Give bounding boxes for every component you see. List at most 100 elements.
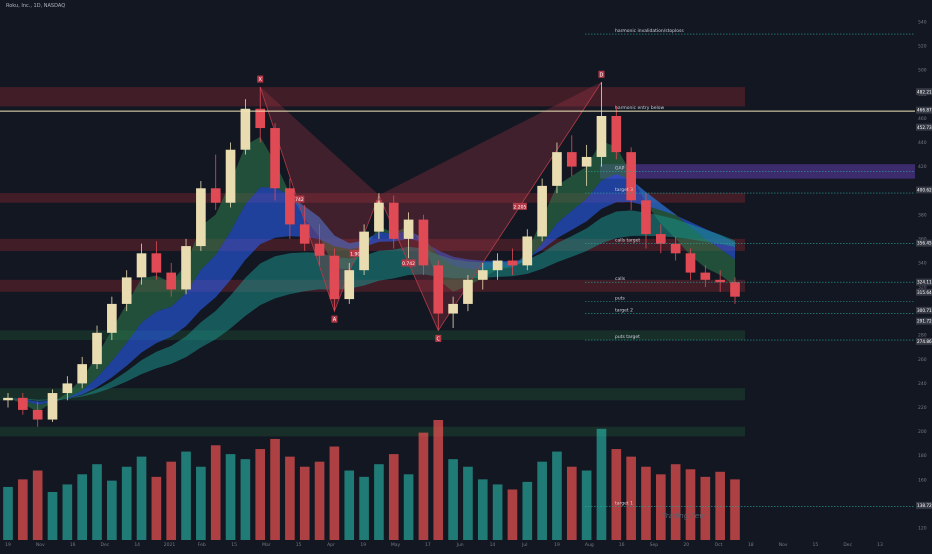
price-badge [916,239,932,247]
candle-body [107,303,117,333]
volume-bar [166,461,177,540]
volume-bar [47,492,58,540]
ma-ribbon [8,174,735,405]
time-tick-label: 15 [813,542,819,548]
candle-body [136,253,147,278]
volume-bar [388,454,399,540]
candle-body [314,243,325,256]
harmonic-ratio-badge [512,202,527,210]
time-tick-label: 19 [554,542,560,548]
candle-body [537,185,547,237]
candle-body [299,224,310,244]
price-badge-label: 324.11 [917,280,932,285]
volume-bar [196,466,206,540]
price-zone [0,426,745,437]
candle-body [626,152,636,201]
price-badge-label: 356.45 [917,241,932,246]
volume-bar [700,476,711,540]
candle-body [388,202,399,239]
price-tick-label: 340 [918,260,927,266]
price-zone [0,87,745,107]
volume-bar [299,466,310,540]
candle-body [700,272,711,280]
candle-body [448,303,458,314]
candle-body [3,397,13,401]
volume-bar [418,432,429,540]
candle-body [18,397,28,410]
volume-bar [730,479,740,540]
price-tick-label: 260 [918,357,927,363]
candle-body [151,253,162,273]
price-zone [0,193,745,203]
volume-bar [477,479,488,540]
harmonic-point-label: C [437,336,441,342]
volume-bar [433,420,444,540]
level-label: puts [615,296,625,302]
level-label: calls [615,276,626,282]
candle-body [285,188,295,225]
price-tick-label: 440 [918,140,927,146]
price-badge [916,123,932,131]
price-tick-label: 420 [918,164,927,170]
time-tick-label: 19 [360,542,366,548]
time-tick-label: Dec [101,542,110,548]
time-tick-label: 17 [425,542,431,548]
harmonic-point-label: X [259,77,263,83]
level-label: target 2 [615,308,633,314]
time-tick-label: 15 [231,542,237,548]
time-tick-label: Apr [327,542,335,548]
volume-bar [685,469,696,540]
ma-ribbon [8,210,735,401]
candle-body [507,260,518,266]
time-tick-label: 20 [683,542,689,548]
volume-bar [225,454,236,540]
candle-body [225,149,236,203]
volume-bar [626,456,636,540]
volume-bar [344,470,355,540]
level-label: GAP [615,165,625,171]
candle-body [344,270,355,300]
volume-bar [581,470,592,540]
volume-bar [463,466,473,540]
candle-body [581,156,592,167]
price-badge-label: 300.71 [917,308,932,313]
volume-bar [314,461,325,540]
volume-bar [670,464,681,540]
candle-body [522,236,533,266]
candle-body [611,116,622,153]
time-tick-label: 13 [877,542,883,548]
time-tick-label: Nov [779,542,788,548]
time-tick-label: 19 [5,542,11,548]
time-tick-label: Jun [456,542,464,548]
volume-bar [374,464,384,540]
harmonic-point-badge [435,334,442,342]
candle-body [463,279,473,304]
volume-bar [403,474,414,540]
time-tick-label: Oct [715,542,723,548]
price-tick-label: 220 [918,405,927,411]
candle-body [552,152,562,186]
volume-bar [655,474,666,540]
harmonic-ratio-badge [349,249,364,257]
price-badge-label: 274.86 [917,339,932,344]
candle-body [62,383,73,394]
candle-body [566,152,577,167]
candle-body [240,108,251,150]
harmonic-point-label: D [600,72,604,78]
volume-bar [18,479,28,540]
time-tick-label: Nov [36,542,45,548]
harmonic-ratio-label: 0.742 [402,261,415,267]
level-label: harmonic entry below [615,105,664,111]
candle-body [270,128,280,189]
volume-bar [596,428,607,540]
ribbons-layer [8,136,735,412]
price-tick-label: 500 [918,68,927,74]
price-tick-label: 120 [918,525,927,531]
levels-layer: harmonic invalidation/stoploss harmonic e… [0,28,915,507]
candle-body [433,265,444,314]
time-tick-label: Jul [521,542,527,548]
time-tick-label: May [391,542,401,548]
level-label: target 3 [615,187,633,193]
price-zone [0,388,745,401]
